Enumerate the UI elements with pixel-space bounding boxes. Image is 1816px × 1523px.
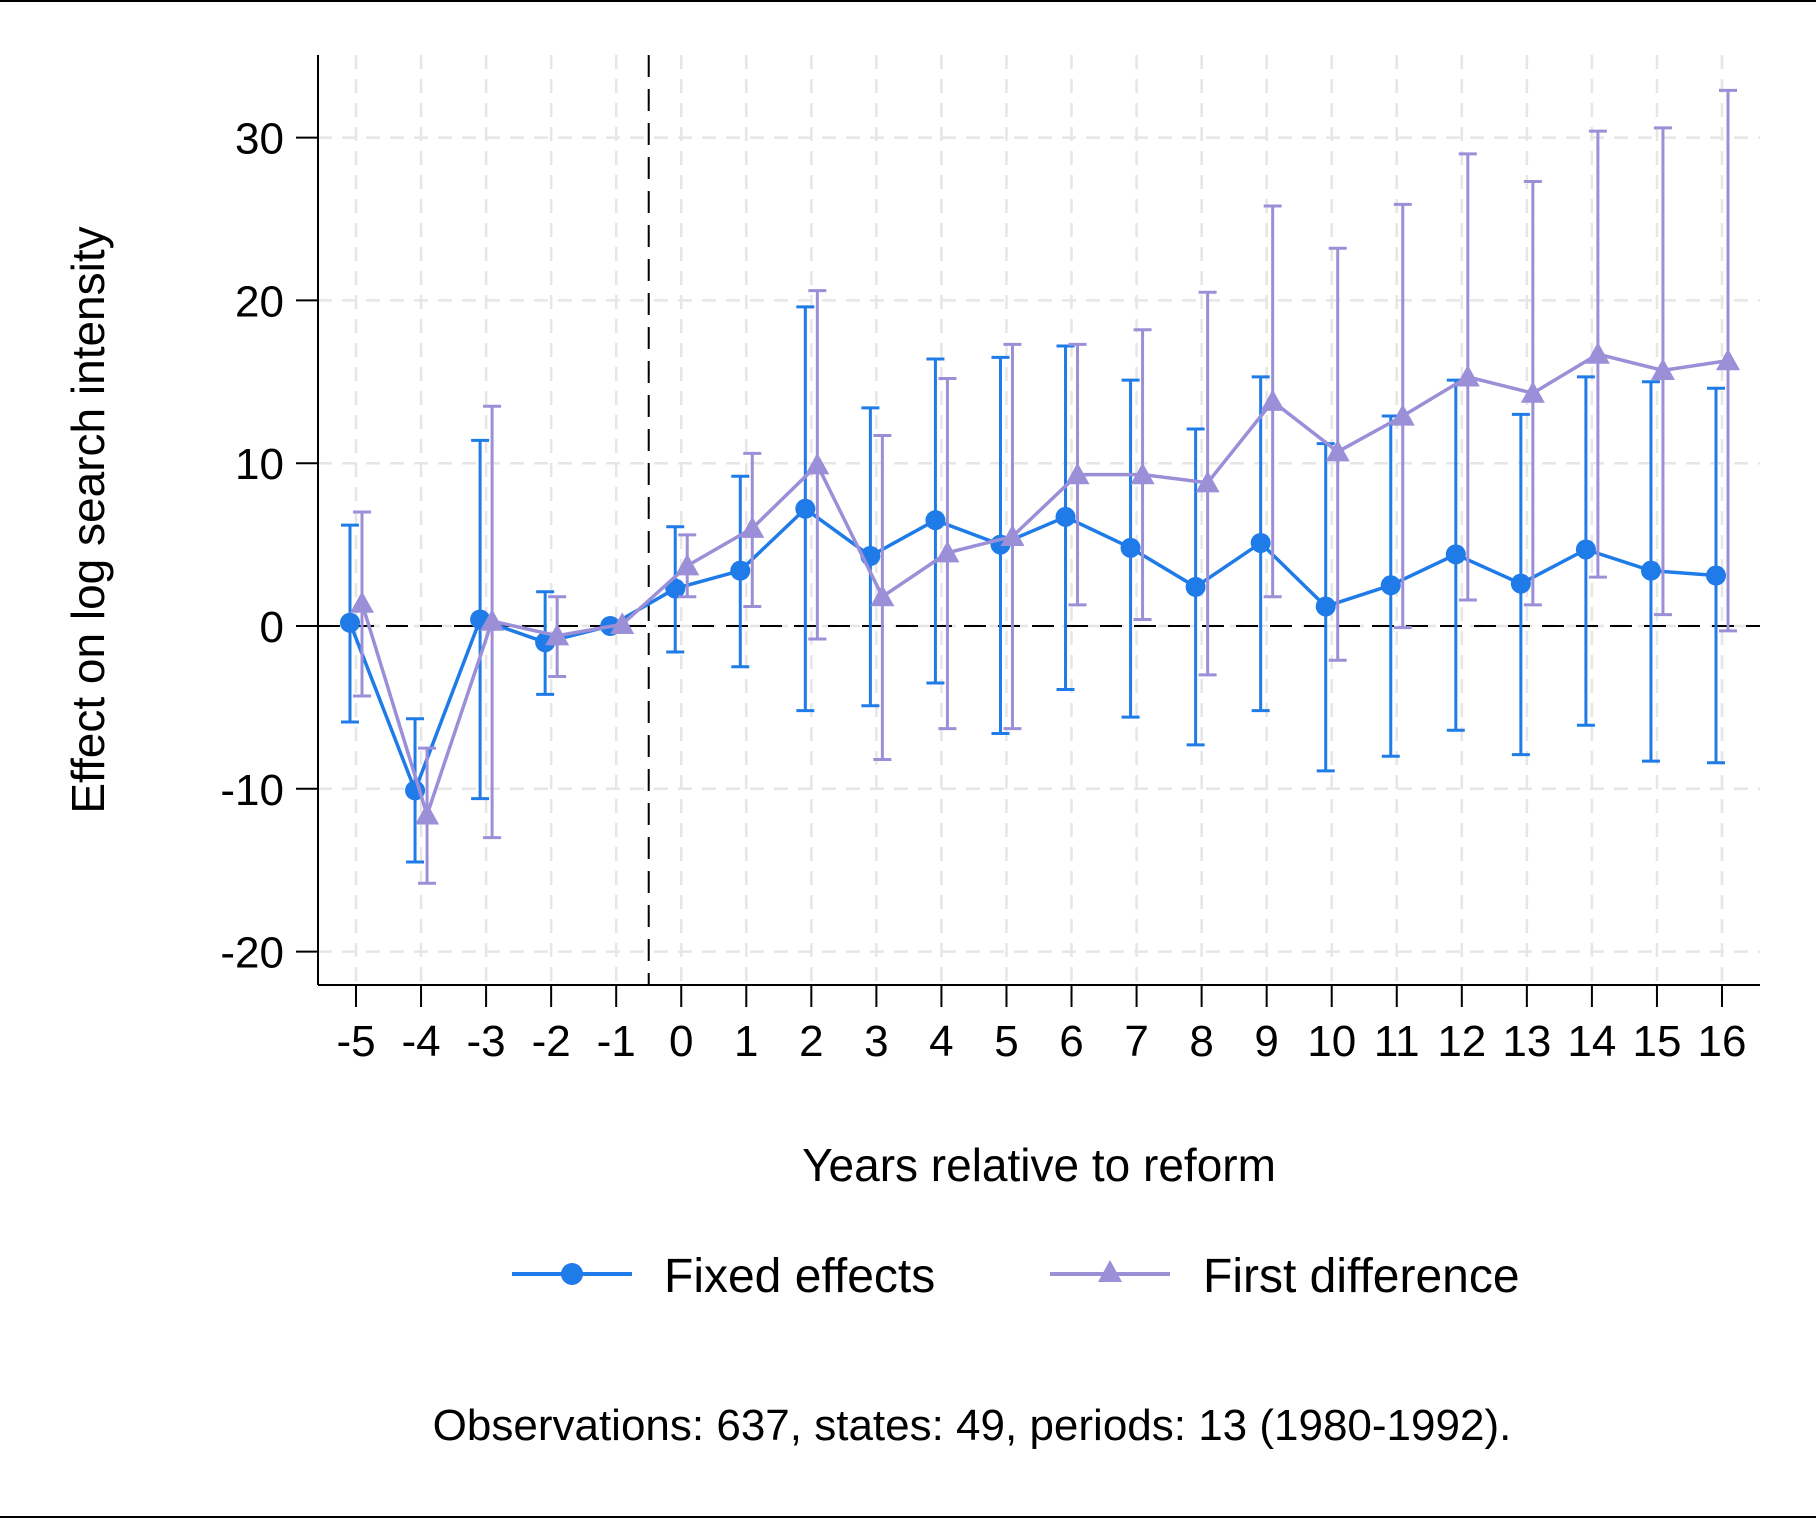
data-point [935, 540, 960, 563]
data-point [1380, 575, 1401, 596]
data-point [1390, 403, 1415, 426]
data-point [870, 584, 895, 607]
y-tick-label: 10 [235, 440, 284, 489]
data-point [1585, 342, 1610, 364]
data-point [730, 560, 751, 581]
x-tick-label: 14 [1567, 1017, 1616, 1066]
chart-note: Observations: 637, states: 49, periods: … [433, 1401, 1512, 1450]
x-tick-label: 11 [1374, 1017, 1420, 1066]
legend-fixed-effects-marker [561, 1263, 583, 1285]
legend-item-fixed-effects: Fixed effects [512, 1250, 935, 1303]
data-point [415, 802, 440, 825]
data-point [1185, 576, 1206, 597]
data-point [665, 578, 686, 599]
y-tick-label: 0 [260, 603, 284, 652]
x-tick-label: 13 [1502, 1017, 1551, 1066]
gridlines [318, 55, 1760, 985]
x-tick-label: 0 [669, 1017, 693, 1066]
data-point [480, 609, 505, 631]
data-point [1520, 381, 1545, 403]
data-point [1650, 358, 1675, 381]
data-point [1716, 348, 1740, 371]
x-tick-label: 4 [929, 1017, 953, 1066]
data-point [610, 612, 635, 634]
data-point [340, 612, 360, 633]
data-point [795, 498, 816, 519]
x-tick-label: 7 [1124, 1017, 1148, 1066]
x-tick-label: -3 [467, 1017, 506, 1066]
series-line [348, 506, 1717, 796]
legend-fixed-effects-label: Fixed effects [664, 1250, 935, 1303]
legend: Fixed effects First difference [512, 1250, 1520, 1303]
x-tick-label: -1 [597, 1017, 636, 1066]
x-tick-label: 8 [1189, 1017, 1213, 1066]
y-tick-label: 20 [235, 277, 284, 326]
data-point [1445, 544, 1466, 565]
x-tick-label: 3 [864, 1017, 888, 1066]
data-point [1315, 596, 1336, 617]
data-point [1055, 506, 1076, 527]
data-point [1195, 470, 1220, 493]
series-line [360, 352, 1729, 821]
data-point [1706, 565, 1726, 586]
x-tick-label: 2 [799, 1017, 823, 1066]
y-tick-label: 30 [235, 115, 284, 164]
series-layer [340, 88, 1740, 885]
x-axis-title: Years relative to reform [802, 1139, 1276, 1191]
legend-item-first-difference: First difference [1050, 1250, 1520, 1303]
x-tick-label: -4 [401, 1017, 440, 1066]
data-point [1510, 573, 1531, 594]
data-point [740, 516, 765, 538]
data-point [1250, 532, 1271, 553]
legend-first-difference-marker [1098, 1260, 1122, 1282]
x-tick-label: 10 [1307, 1017, 1356, 1066]
data-point [350, 591, 374, 613]
y-axis-title: Effect on log search intensity [62, 226, 114, 813]
x-tick-label: 12 [1437, 1017, 1486, 1066]
data-point [1000, 524, 1025, 547]
data-point [1325, 439, 1350, 462]
data-point [1130, 462, 1155, 485]
data-point [1260, 389, 1285, 411]
y-tick-label: -10 [220, 766, 284, 815]
x-tick-label: 15 [1632, 1017, 1681, 1066]
y-tick-label: -20 [220, 929, 284, 978]
x-tick-label: 5 [994, 1017, 1018, 1066]
x-tick-label: -5 [336, 1017, 375, 1066]
data-point [675, 553, 700, 576]
data-point [805, 452, 830, 475]
x-tick-label: 6 [1059, 1017, 1083, 1066]
data-point [925, 510, 946, 531]
data-point [545, 623, 570, 646]
x-tick-label: 16 [1698, 1017, 1747, 1066]
data-point [1575, 539, 1596, 560]
x-tick-label: 1 [734, 1017, 758, 1066]
x-tick-label: -2 [532, 1017, 571, 1066]
data-point [1120, 537, 1141, 558]
data-point [1455, 364, 1480, 387]
data-point [1640, 560, 1661, 581]
legend-first-difference-label: First difference [1203, 1250, 1520, 1303]
data-point [1065, 462, 1090, 485]
series-first-difference [350, 88, 1740, 885]
x-tick-label: 9 [1254, 1017, 1278, 1066]
